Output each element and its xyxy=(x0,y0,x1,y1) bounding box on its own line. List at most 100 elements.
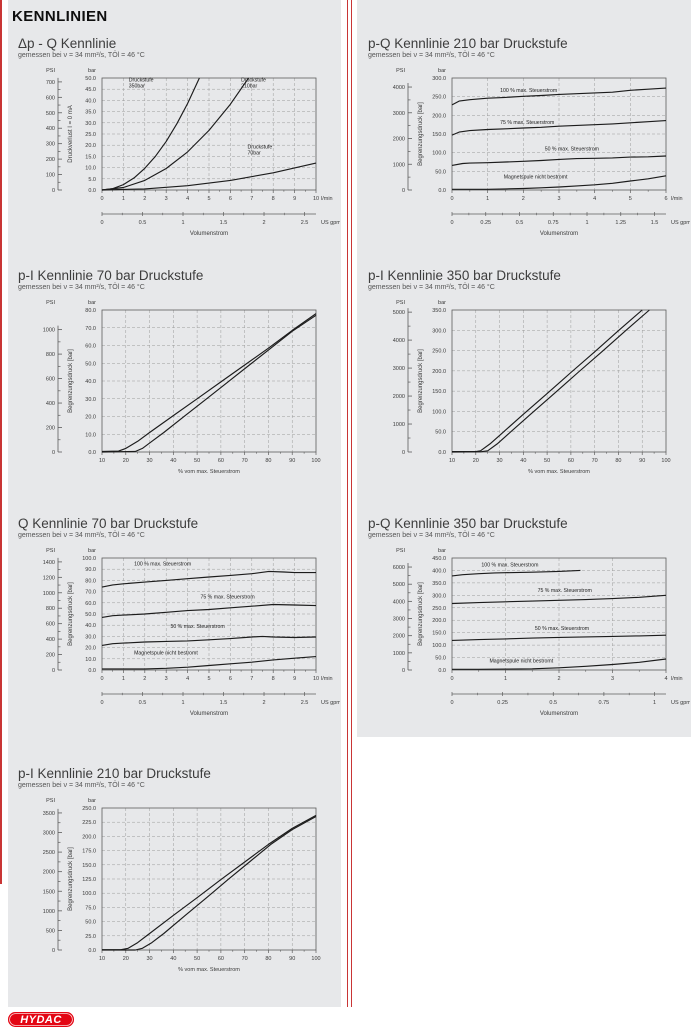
svg-text:PSI: PSI xyxy=(46,300,55,306)
svg-text:1000: 1000 xyxy=(393,651,405,657)
svg-text:500: 500 xyxy=(46,111,55,117)
svg-text:100: 100 xyxy=(311,956,320,962)
hydac-logo: HYDAC xyxy=(8,1012,74,1027)
svg-text:0.0: 0.0 xyxy=(438,668,446,674)
svg-text:20.0: 20.0 xyxy=(85,646,96,652)
svg-text:40: 40 xyxy=(520,458,526,464)
svg-text:0: 0 xyxy=(450,676,453,682)
svg-text:6: 6 xyxy=(664,196,667,202)
svg-text:0: 0 xyxy=(52,450,55,456)
svg-text:1.5: 1.5 xyxy=(220,700,228,706)
svg-text:60: 60 xyxy=(218,458,224,464)
svg-text:50: 50 xyxy=(544,458,550,464)
svg-text:40.0: 40.0 xyxy=(85,379,96,385)
svg-text:0: 0 xyxy=(100,700,103,706)
svg-text:250.0: 250.0 xyxy=(432,606,446,612)
chart-title: p-I Kennlinie 70 bar Druckstufe xyxy=(18,268,204,283)
svg-text:250.0: 250.0 xyxy=(432,349,446,355)
svg-text:60: 60 xyxy=(568,458,574,464)
svg-text:Magnetspule nicht bestromt: Magnetspule nicht bestromt xyxy=(504,174,568,180)
svg-text:100.0: 100.0 xyxy=(82,556,96,562)
svg-text:50.0: 50.0 xyxy=(435,169,446,175)
svg-text:70: 70 xyxy=(592,458,598,464)
svg-text:0.0: 0.0 xyxy=(88,188,96,194)
svg-text:600: 600 xyxy=(46,95,55,101)
svg-text:2: 2 xyxy=(557,676,560,682)
svg-text:l/min: l/min xyxy=(671,196,683,202)
svg-text:8: 8 xyxy=(272,676,275,682)
chart-plot-pi-70: bar 0.0 10.0 20.0 30.0 40.0 50.0 60.0 70.0 80.0 PS… xyxy=(43,300,321,475)
svg-text:1500: 1500 xyxy=(43,889,55,895)
svg-text:0: 0 xyxy=(52,668,55,674)
svg-text:250.0: 250.0 xyxy=(82,806,96,812)
svg-text:Begrenzungsdruck [bar]: Begrenzungsdruck [bar] xyxy=(418,102,424,166)
svg-text:bar: bar xyxy=(438,68,446,74)
svg-text:30.0: 30.0 xyxy=(85,121,96,127)
svg-text:Druckstufe: Druckstufe xyxy=(248,145,273,151)
chart-section-pi-350: p-I Kennlinie 350 bar Druckstufe gemesse… xyxy=(368,268,690,479)
svg-text:70.0: 70.0 xyxy=(85,590,96,596)
svg-text:100.0: 100.0 xyxy=(432,409,446,415)
svg-text:100: 100 xyxy=(311,458,320,464)
svg-text:75.0: 75.0 xyxy=(85,905,96,911)
svg-text:4: 4 xyxy=(186,196,189,202)
svg-text:0: 0 xyxy=(402,668,405,674)
chart-title: Δp - Q Kennlinie xyxy=(18,36,117,51)
svg-text:35.0: 35.0 xyxy=(85,110,96,116)
chart-section-pi-210: p-I Kennlinie 210 bar Druckstufe gemesse… xyxy=(18,766,340,977)
svg-text:200.0: 200.0 xyxy=(432,369,446,375)
svg-text:3000: 3000 xyxy=(393,617,405,623)
svg-text:50.0: 50.0 xyxy=(85,361,96,367)
svg-text:9: 9 xyxy=(293,676,296,682)
svg-text:2: 2 xyxy=(262,700,265,706)
svg-text:200: 200 xyxy=(46,426,55,432)
svg-text:2000: 2000 xyxy=(43,870,55,876)
svg-text:2: 2 xyxy=(262,220,265,226)
svg-text:Begrenzungsdruck [bar]: Begrenzungsdruck [bar] xyxy=(68,847,74,911)
svg-text:Volumenstrom: Volumenstrom xyxy=(190,231,228,237)
svg-text:0: 0 xyxy=(450,196,453,202)
svg-text:0.0: 0.0 xyxy=(88,450,96,456)
svg-text:5000: 5000 xyxy=(393,310,405,316)
svg-text:0.5: 0.5 xyxy=(139,220,147,226)
svg-text:3000: 3000 xyxy=(393,111,405,117)
svg-text:3: 3 xyxy=(557,196,560,202)
svg-text:50: 50 xyxy=(194,956,200,962)
svg-text:5000: 5000 xyxy=(393,582,405,588)
svg-text:30.0: 30.0 xyxy=(85,634,96,640)
svg-text:US gpm: US gpm xyxy=(671,700,690,706)
svg-text:0: 0 xyxy=(100,196,103,202)
svg-text:Volumenstrom: Volumenstrom xyxy=(540,711,578,717)
svg-text:50: 50 xyxy=(194,458,200,464)
svg-text:90: 90 xyxy=(289,458,295,464)
svg-text:1000: 1000 xyxy=(43,328,55,334)
svg-text:5: 5 xyxy=(629,196,632,202)
svg-text:50.0: 50.0 xyxy=(85,76,96,82)
svg-text:PSI: PSI xyxy=(396,548,405,554)
svg-text:Druckstufe: Druckstufe xyxy=(241,77,266,83)
svg-text:50 % max. Steuerstrom: 50 % max. Steuerstrom xyxy=(170,624,224,630)
svg-text:1000: 1000 xyxy=(43,909,55,915)
svg-text:60: 60 xyxy=(218,956,224,962)
svg-text:2000: 2000 xyxy=(393,137,405,143)
svg-text:250.0: 250.0 xyxy=(432,95,446,101)
svg-text:70.0: 70.0 xyxy=(85,326,96,332)
svg-text:Volumenstrom: Volumenstrom xyxy=(540,231,578,237)
svg-text:30: 30 xyxy=(146,956,152,962)
svg-text:80: 80 xyxy=(265,956,271,962)
svg-text:bar: bar xyxy=(88,798,96,804)
svg-text:4000: 4000 xyxy=(393,599,405,605)
svg-text:350bar: 350bar xyxy=(129,83,145,89)
svg-text:25.0: 25.0 xyxy=(85,132,96,138)
svg-text:0: 0 xyxy=(450,700,453,706)
svg-text:10: 10 xyxy=(313,676,319,682)
svg-text:PSI: PSI xyxy=(396,300,405,306)
chart-section-pq-350: p-Q Kennlinie 350 bar Druckstufe gemesse… xyxy=(368,516,690,720)
svg-text:20.0: 20.0 xyxy=(85,415,96,421)
svg-text:10.0: 10.0 xyxy=(85,432,96,438)
svg-text:l/min: l/min xyxy=(321,196,333,202)
svg-text:3000: 3000 xyxy=(43,831,55,837)
svg-text:4: 4 xyxy=(186,676,189,682)
svg-text:2: 2 xyxy=(143,196,146,202)
svg-text:1: 1 xyxy=(585,220,588,226)
